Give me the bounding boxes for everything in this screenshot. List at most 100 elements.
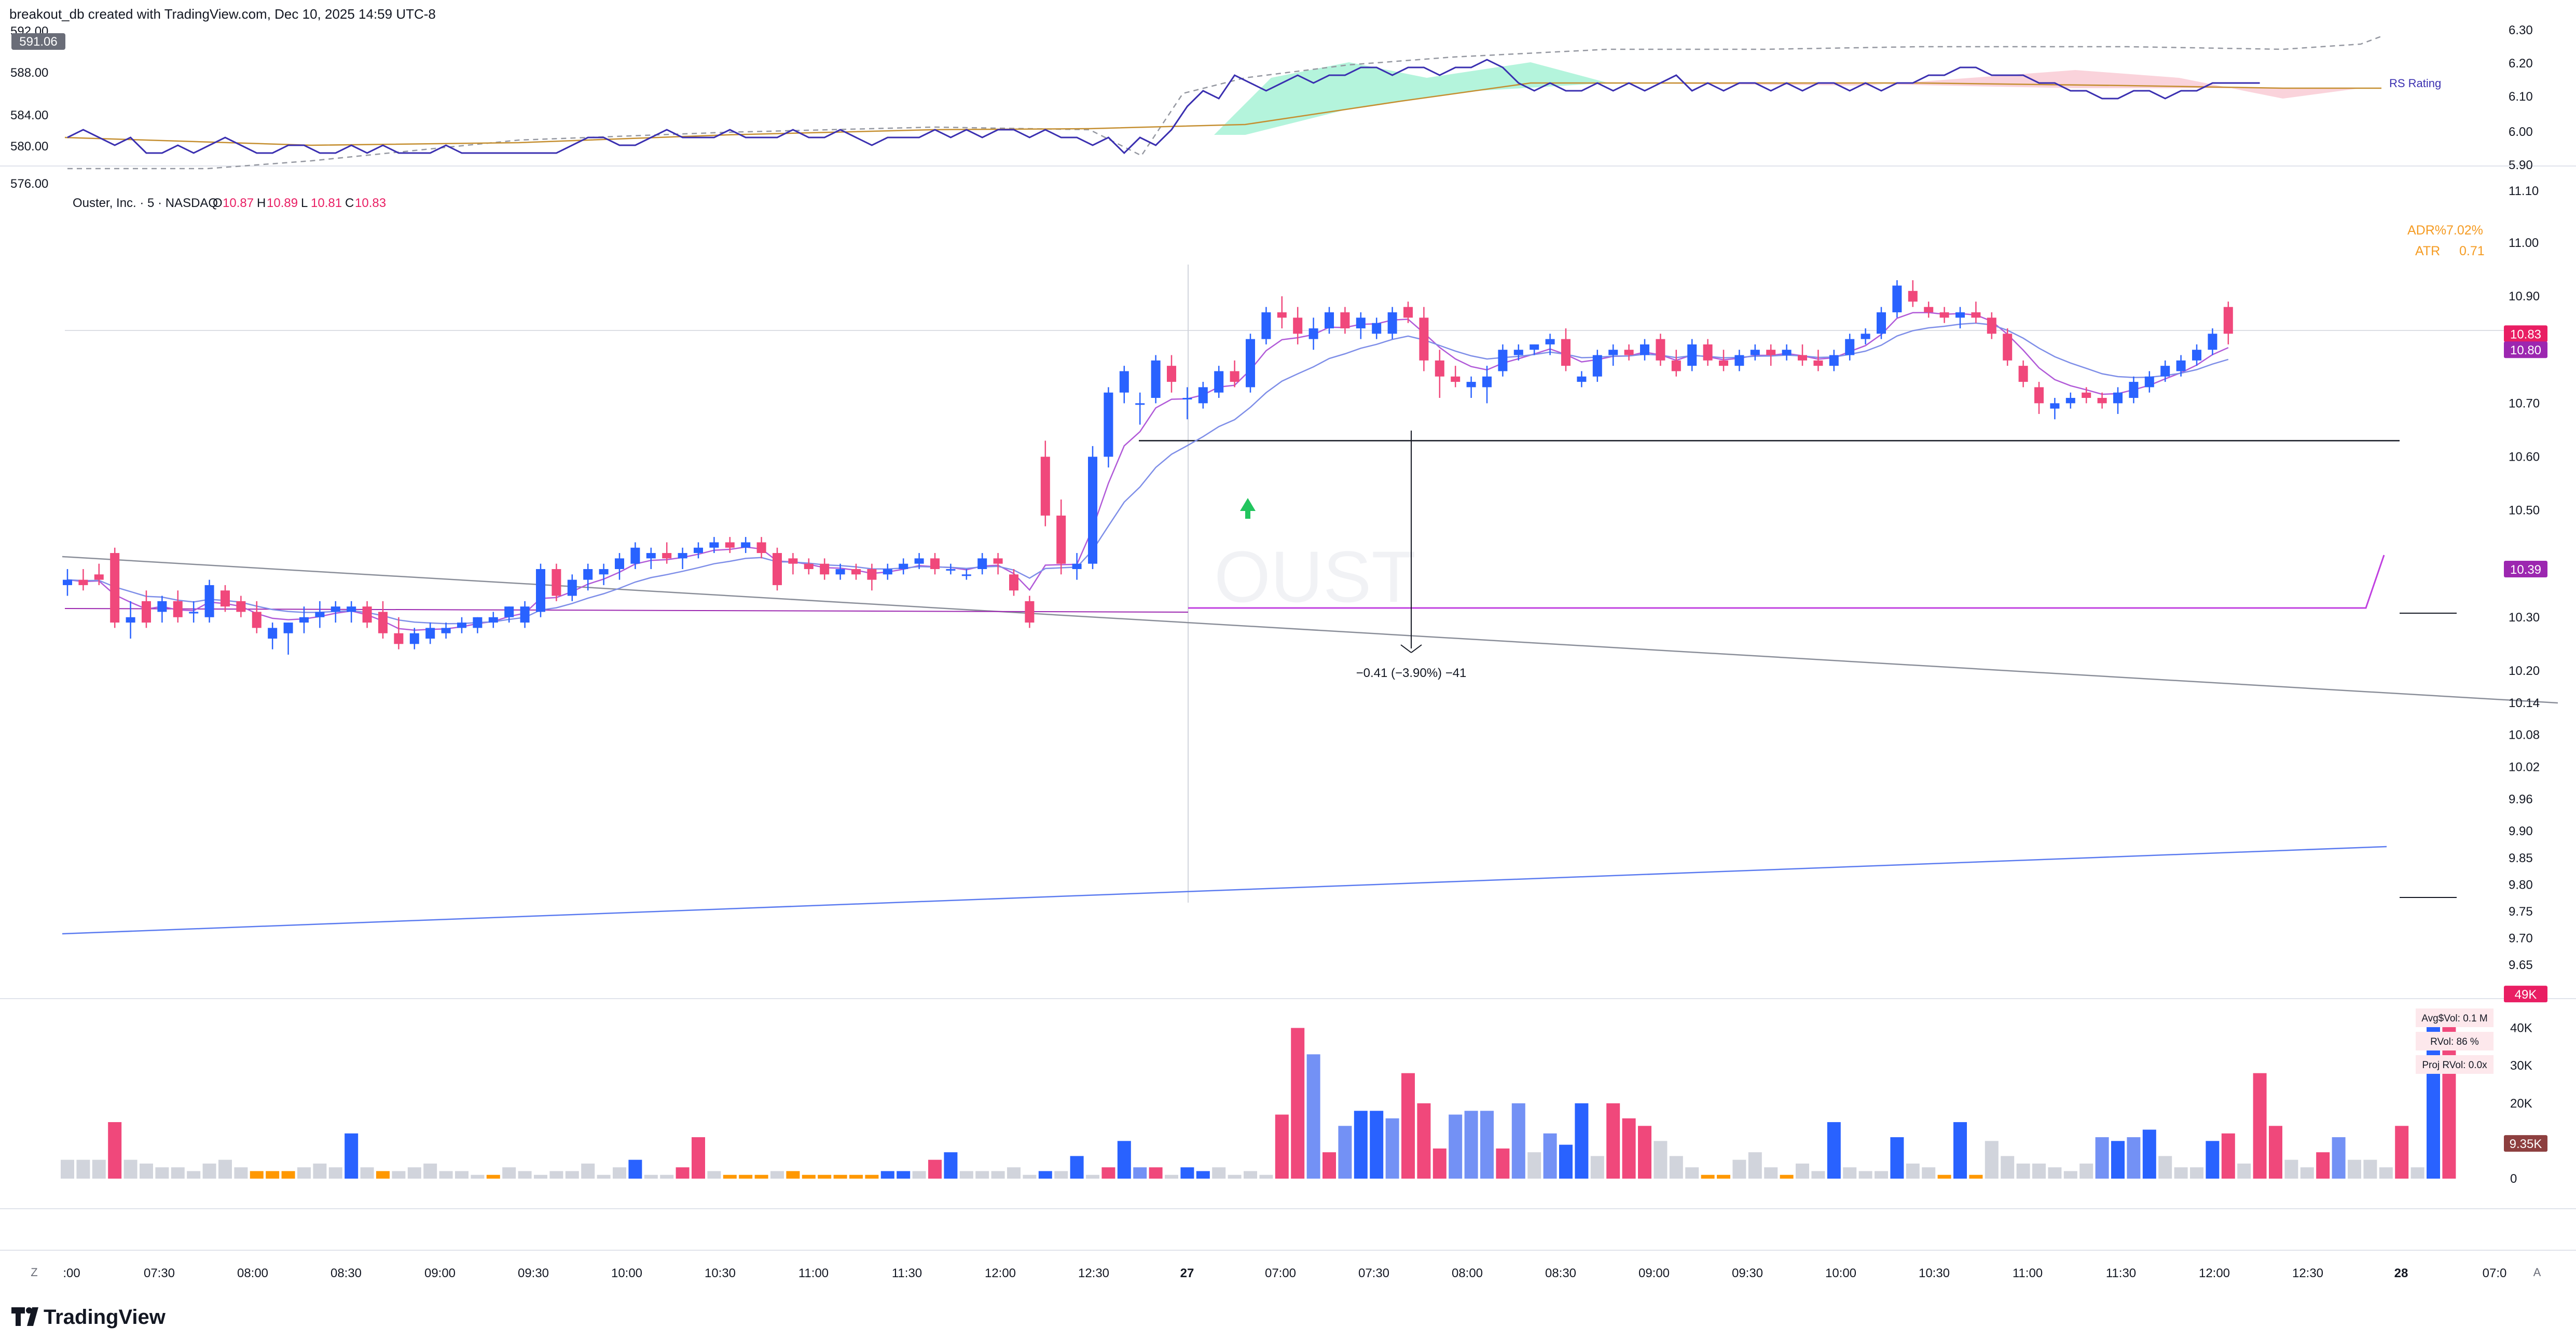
volume-bar [2048,1167,2062,1179]
atr-value: 0.71 [2459,244,2485,258]
candle [142,590,151,628]
candle [315,601,325,628]
volume-bar [61,1159,74,1179]
candle [2018,360,2028,388]
candle [1861,328,1870,344]
volume-bar [328,1167,342,1179]
candle [1671,350,1681,377]
volume-bar [2190,1167,2203,1179]
candle [2097,392,2107,409]
volume-bar [2001,1156,2015,1179]
ohlc-value: 10.89 [267,196,298,210]
candle [1798,344,1807,366]
price-tick: 10.08 [2509,728,2540,742]
candle [1182,387,1192,420]
candle [63,569,72,596]
volume-bar [818,1174,832,1179]
candle [756,537,766,559]
measure-tool: −0.41 (−3.90%) −41 [1356,431,1466,680]
candle [1513,344,1523,361]
volume-bar [2284,1159,2298,1179]
candle [725,537,735,554]
volume-bar [944,1152,958,1179]
tradingview-logo: TradingView [11,1306,166,1329]
volume-badge: 9.35K [2510,1137,2542,1151]
candle [946,563,956,575]
candle [1372,317,1382,339]
candle [2034,382,2044,414]
volume-bar [407,1167,421,1179]
volume-stats: Avg$Vol: 0.1 M RVol: 86 % Proj RVol: 0.0x [2416,1008,2494,1074]
ohlc-key: C [345,196,354,210]
candle [1167,355,1176,393]
candle [1624,344,1634,361]
candle [1151,355,1161,404]
logo-text: TradingView [44,1306,166,1329]
time-tick: 08:00 [1452,1266,1483,1280]
candle [804,558,814,575]
candle [1246,334,1255,393]
ohlc-value: 10.83 [355,196,386,210]
volume-bar [1654,1141,1668,1179]
volume-bar [581,1163,595,1179]
volume-bar [1985,1141,1999,1179]
price-tick: 9.75 [2509,905,2533,919]
time-axis-left-corner[interactable]: Z [31,1266,37,1279]
candle [1277,296,1287,328]
candle [1293,307,1303,344]
volume-bar [1732,1159,1746,1179]
volume-bar [849,1174,863,1179]
rs-dashed-line [67,35,2382,170]
volume-bar [123,1159,137,1179]
symbol-watermark: OUST [1214,536,1416,617]
candle [1498,344,1508,377]
candle [883,563,892,580]
volume-bar [2158,1156,2172,1179]
candle [1009,569,1018,596]
volume-bar [2348,1159,2361,1179]
candle [394,617,404,649]
time-axis-right-corner[interactable]: A [2533,1266,2541,1279]
candle [1403,301,1413,323]
rs-right-tick: 6.30 [2509,23,2533,37]
candle [552,563,561,601]
volume-bar [281,1171,295,1179]
candle [1435,350,1444,398]
candle [441,623,451,639]
time-tick: 28 [2394,1266,2408,1280]
candle [1592,350,1602,382]
candle [615,553,624,580]
rs-fill-green [1214,62,1608,135]
volume-bar [1133,1167,1147,1179]
volume-bar [1023,1174,1037,1179]
candle [1119,366,1129,404]
volume-bar [770,1171,784,1179]
volume-bar [1007,1167,1021,1179]
candle [173,590,183,623]
ohlc-readout: O 10.87 H 10.89 L 10.81 C 10.83 [213,196,386,210]
price-badge: 10.39 [2510,563,2541,577]
volume-badge-bg [2504,1135,2547,1152]
volume-bar [1748,1152,1762,1179]
candle [1829,350,1839,371]
price-tick: 9.65 [2509,958,2533,972]
time-tick: 27 [1180,1266,1194,1280]
candle [488,612,498,628]
candle [126,601,135,639]
candle [567,574,577,601]
price-badge: 10.83 [2510,327,2541,341]
volume-bar [1401,1073,1415,1179]
candle [1908,280,1918,307]
time-tick: 08:30 [330,1266,362,1280]
time-tick: 12:30 [1078,1266,1109,1280]
volume-bar [1606,1103,1620,1179]
volume-bar [1259,1174,1273,1179]
volume-bar [833,1174,847,1179]
price-badge: 10.80 [2510,343,2541,357]
price-badges: 10.83 10.80 10.39 [2504,325,2547,577]
candle [1214,366,1224,398]
candle [2003,328,2013,366]
volume-bar [2269,1126,2282,1179]
candle [1545,334,1555,355]
candle [1750,344,1760,361]
